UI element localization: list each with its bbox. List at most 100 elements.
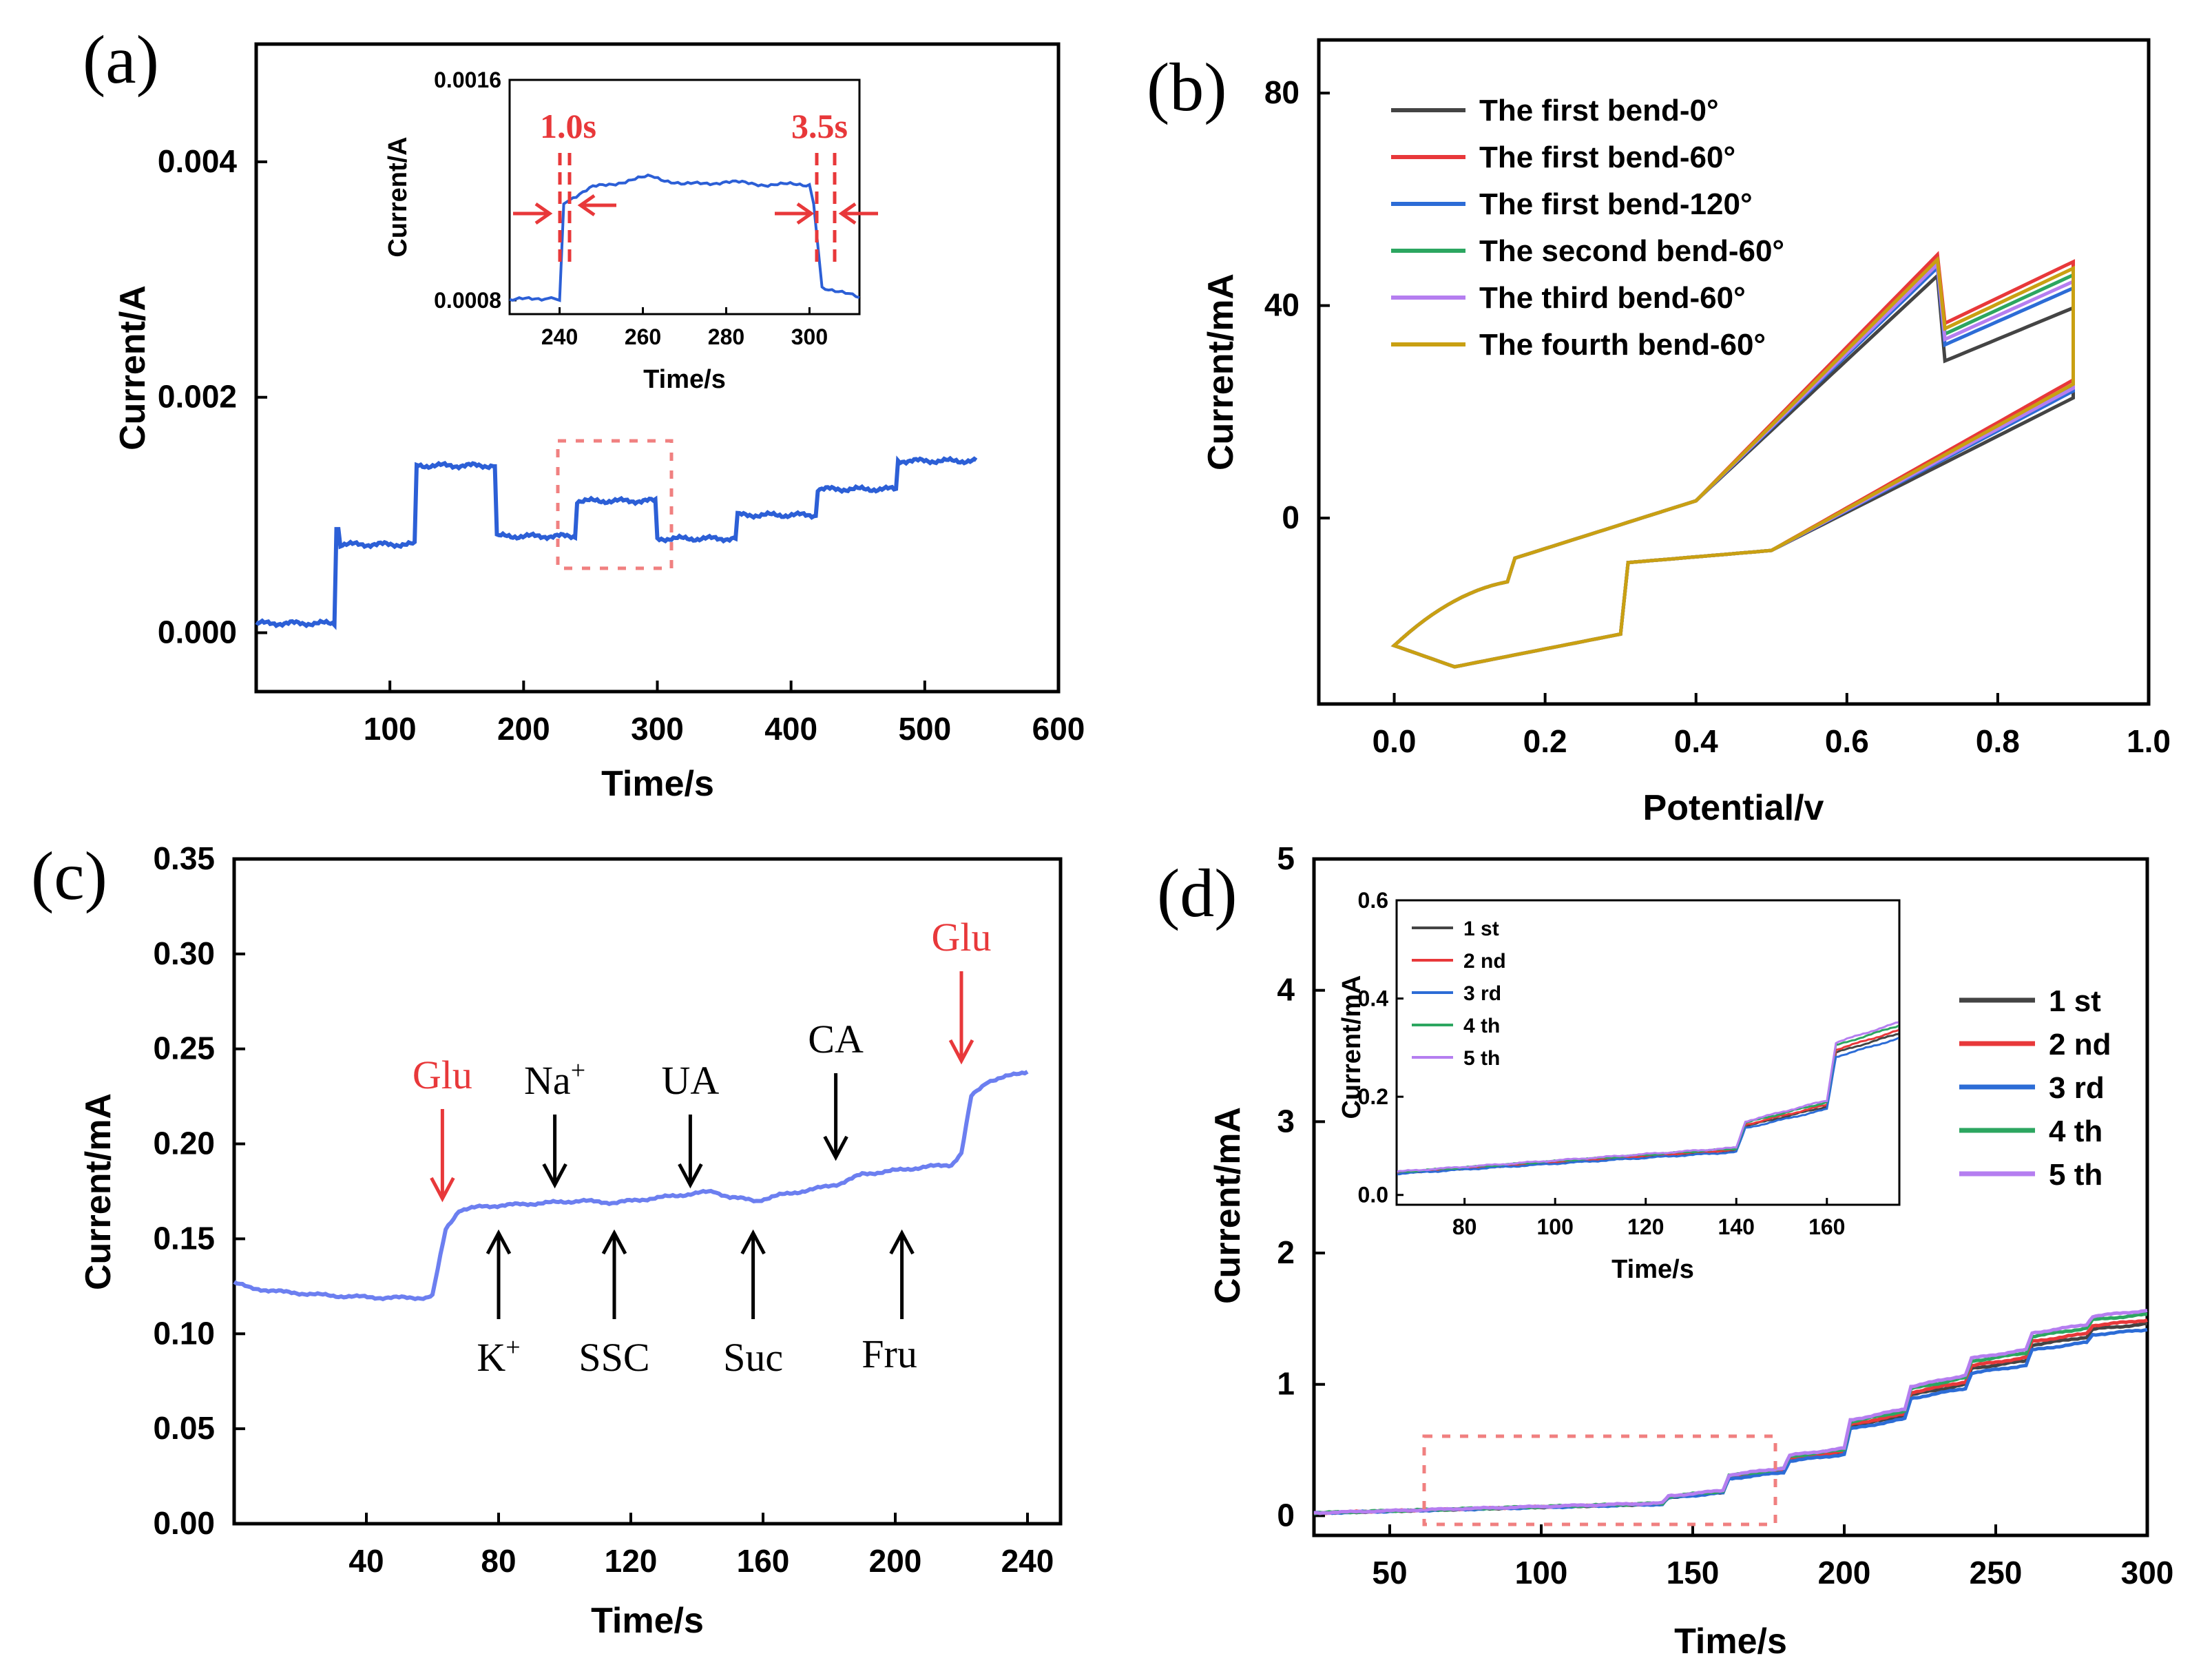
inset-x-tick-label: 160 — [1808, 1214, 1845, 1239]
y-tick-label: 0.05 — [153, 1410, 215, 1446]
panel-a: (a) 100 200 300 400 500 600 0.000 0.002 0.004 T… — [83, 21, 1085, 804]
panel-c-y-ticks: 0.00 0.05 0.10 0.15 0.20 0.25 0.30 0.35 — [153, 840, 245, 1541]
marker-1s-label: 1.0s — [540, 107, 596, 145]
inset-x-tick-label: 140 — [1718, 1214, 1755, 1239]
y-tick-label: 40 — [1264, 287, 1300, 323]
panel-c-x-title: Time/s — [591, 1601, 704, 1641]
y-tick-label: 80 — [1264, 74, 1300, 110]
panel-d-zoom-box — [1422, 1434, 1777, 1526]
panel-d-inset: 80 100 120 140 160 0.0 0.2 0.4 0.6 Time/s Curre… — [1337, 888, 1901, 1284]
panel-d-inset-x-ticks: 80 100 120 140 160 — [1452, 1198, 1845, 1239]
y-tick-label: 0.00 — [153, 1505, 215, 1541]
series-line — [1313, 1309, 2148, 1515]
x-tick-label: 400 — [764, 711, 817, 747]
y-tick-label: 1 — [1277, 1366, 1295, 1402]
y-tick-label: 0 — [1277, 1497, 1295, 1533]
x-tick-label: 1.0 — [2127, 723, 2171, 759]
legend-label: 1 st — [2049, 984, 2101, 1018]
annotation-arrow-head — [889, 1229, 915, 1255]
y-tick-label: 2 — [1277, 1234, 1295, 1270]
panel-d-inset-legend: 1 st 2 nd 3 rd 4 th 5 th — [1412, 918, 1506, 1070]
y-tick-label: 0.000 — [158, 614, 237, 650]
annotation-label: CA — [808, 1017, 864, 1061]
annotation-label: Glu — [932, 915, 992, 960]
inset-x-tick-label: 100 — [1536, 1214, 1573, 1239]
panel-c-y-title: Current/mA — [79, 1093, 118, 1290]
annotation-arrow-head — [486, 1229, 512, 1255]
x-tick-label: 0.8 — [1976, 723, 2020, 759]
y-tick-label: 0.20 — [153, 1126, 215, 1161]
annotation-label: Na+ — [524, 1056, 585, 1103]
x-tick-label: 150 — [1667, 1555, 1720, 1591]
panel-d-y-title: Current/mA — [1208, 1107, 1248, 1304]
panel-b: (b) 0.0 0.2 0.4 0.6 0.8 1.0 0 40 80 Potential/v… — [1147, 38, 2171, 828]
marker-1s-left-arrow — [513, 202, 553, 225]
inset-legend-label: 1 st — [1463, 918, 1499, 940]
y-tick-label: 0.002 — [158, 379, 237, 415]
panel-d-frame — [1312, 857, 2149, 1537]
x-tick-label: 250 — [1970, 1555, 2023, 1591]
panel-a-x-ticks: 100 200 300 400 500 600 — [364, 681, 1085, 747]
annotation-label: Suc — [723, 1335, 783, 1380]
x-tick-label: 0.0 — [1373, 723, 1417, 759]
inset-y-tick-label: 0.0008 — [434, 288, 501, 313]
x-tick-label: 120 — [605, 1543, 658, 1579]
annotation-arrow-head — [542, 1163, 567, 1189]
legend-label: 2 nd — [2049, 1028, 2111, 1061]
annotation-arrow-head — [678, 1163, 703, 1189]
x-tick-label: 0.4 — [1674, 723, 1718, 759]
panel-a-series-line — [255, 455, 978, 630]
panel-a-zoom-box — [556, 439, 674, 570]
x-tick-label: 0.2 — [1523, 723, 1567, 759]
panel-d-inset-curves — [1397, 1021, 1899, 1176]
panel-b-frame — [1317, 38, 2151, 706]
y-tick-label: 0.15 — [153, 1220, 215, 1256]
x-tick-label: 600 — [1032, 711, 1085, 747]
panel-d: (d) 50 100 150 200 250 300 0 1 2 3 4 5 Time/s Curr… — [1157, 840, 2173, 1661]
annotation-label: Fru — [862, 1332, 917, 1376]
panel-b-label: (b) — [1147, 49, 1227, 125]
x-tick-label: 200 — [1818, 1555, 1871, 1591]
panel-a-inset-frame — [508, 79, 861, 315]
annotation-label-base: Na — [524, 1058, 571, 1103]
inset-legend-label: 3 rd — [1463, 982, 1501, 1005]
panel-c-label: (c) — [31, 838, 107, 914]
panel-a-inset-y-title: Current/A — [384, 136, 413, 257]
panel-b-y-ticks: 0 40 80 — [1264, 74, 1330, 535]
annotation-arrow-head — [430, 1177, 455, 1203]
inset-x-tick-label: 120 — [1627, 1214, 1664, 1239]
y-tick-label: 0.30 — [153, 935, 215, 971]
cv-curve — [1390, 260, 2075, 669]
panel-b-legend: The first bend-0° The first bend-60° The f… — [1391, 94, 1784, 362]
legend-label: The first bend-120° — [1479, 187, 1753, 221]
legend-label: The third bend-60° — [1479, 281, 1746, 315]
panel-a-inset-x-ticks: 240 260 280 300 — [541, 307, 828, 349]
panel-d-label: (d) — [1157, 855, 1238, 931]
annotation-arrow-head — [601, 1229, 627, 1255]
x-tick-label: 40 — [348, 1543, 384, 1579]
panel-b-x-title: Potential/v — [1643, 788, 1824, 828]
panel-c: (c) 40 80 120 160 200 240 0.00 0.05 0.10 0.15 0.2… — [31, 838, 1063, 1641]
legend-label: 3 rd — [2049, 1071, 2105, 1105]
panel-d-x-ticks: 50 100 150 200 250 300 — [1372, 1524, 2173, 1591]
y-tick-label: 0.004 — [158, 143, 238, 179]
x-tick-label: 160 — [737, 1543, 790, 1579]
panel-d-inset-y-ticks: 0.0 0.2 0.4 0.6 — [1358, 888, 1404, 1208]
inset-x-tick-label: 280 — [708, 324, 744, 349]
panel-a-y-title: Current/A — [113, 285, 153, 450]
inset-y-tick-label: 0.6 — [1358, 888, 1388, 913]
x-tick-label: 80 — [481, 1543, 516, 1579]
legend-label: 5 th — [2049, 1158, 2103, 1192]
panel-c-x-ticks: 40 80 120 160 200 240 — [348, 1513, 1054, 1579]
x-tick-label: 0.6 — [1825, 723, 1869, 759]
legend-label: The first bend-60° — [1479, 141, 1735, 174]
inset-x-tick-label: 260 — [625, 324, 661, 349]
panel-a-inset-series-line — [509, 173, 860, 302]
y-tick-label: 3 — [1277, 1103, 1295, 1139]
panel-d-inset-y-title: Current/mA — [1337, 975, 1366, 1119]
y-tick-label: 5 — [1277, 840, 1295, 876]
panel-c-frame — [232, 857, 1063, 1526]
marker-35s-right-arrow — [838, 202, 878, 225]
legend-label: The first bend-0° — [1479, 94, 1719, 127]
